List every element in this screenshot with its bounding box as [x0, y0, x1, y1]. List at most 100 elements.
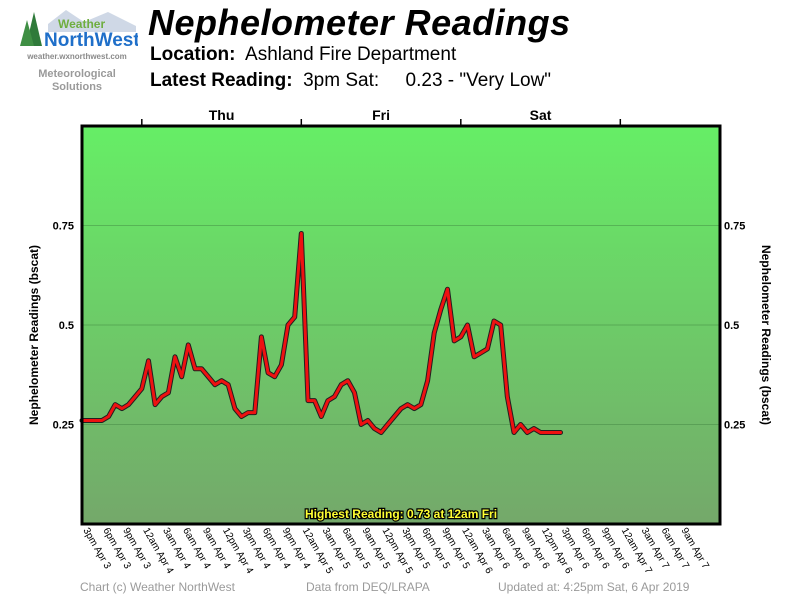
latest-reading-line: Latest Reading: 3pm Sat: 0.23 - "Very Lo… [150, 70, 551, 92]
data-point [326, 399, 330, 402]
data-point [94, 419, 97, 422]
data-point [373, 427, 376, 430]
data-point [140, 387, 143, 390]
data-point [532, 427, 536, 430]
data-point [519, 423, 522, 426]
data-point [227, 383, 230, 386]
data-point [512, 431, 516, 434]
latest-reading-time: 3pm Sat: [303, 70, 380, 91]
data-point [433, 331, 436, 335]
data-point [406, 403, 409, 406]
data-point [167, 391, 170, 394]
data-point [134, 395, 137, 398]
data-point [127, 403, 130, 406]
data-point [459, 335, 462, 339]
data-point [446, 288, 449, 291]
y-tick-label-right: 0.75 [724, 221, 745, 233]
y-axis-label-left: Nephelometer Readings (bscat) [27, 245, 41, 425]
data-point [273, 375, 276, 378]
logo-tagline-line-1: Meteorological [38, 68, 116, 80]
logo-text-top: Weather [58, 17, 105, 31]
data-point [260, 335, 263, 339]
highest-reading-annotation: Highest Reading: 0.73 at 12am Fri [305, 507, 497, 521]
data-point [499, 323, 502, 327]
data-point [353, 391, 356, 394]
data-point [220, 379, 223, 382]
mountain-icon [48, 10, 136, 32]
data-point [100, 419, 104, 422]
day-labels: Thu Fri Sat [141, 107, 622, 125]
day-label: Sat [530, 107, 552, 123]
location-value: Ashland Fire Department [245, 44, 457, 65]
latest-reading-value: 0.23 - "Very Low" [405, 70, 552, 91]
y-tick-label-right: 0.5 [724, 320, 739, 332]
data-point [386, 423, 389, 426]
data-point [320, 415, 323, 418]
gridlines [82, 225, 720, 425]
data-point [346, 379, 349, 382]
logo-text-main: NorthWest [44, 30, 138, 51]
data-point [359, 423, 363, 426]
logo-url: weather.wxnorthwest.com [27, 52, 127, 61]
y-tick-label-left: 0.5 [59, 320, 74, 332]
day-label: Fri [372, 107, 390, 123]
data-point [293, 315, 296, 319]
data-point [107, 415, 110, 418]
tree-icon-small [20, 20, 34, 46]
data-point [193, 367, 197, 370]
data-point [173, 355, 177, 358]
data-point [426, 379, 429, 382]
data-point [466, 323, 469, 327]
weather-northwest-logo: Weather NorthWest weather.wxnorthwest.co… [12, 4, 138, 96]
data-point [207, 375, 210, 378]
location-line: Location: Ashland Fire Department [150, 44, 456, 66]
day-label: Thu [209, 107, 235, 123]
y-tick-labels: 0.25 0.25 0.5 0.5 0.75 0.75 [53, 221, 746, 432]
data-point [213, 383, 217, 386]
latest-reading-label: Latest Reading: [150, 70, 293, 91]
footer-copyright: Chart (c) Weather NorthWest [80, 580, 235, 594]
data-point [120, 407, 124, 410]
footer-data-source: Data from DEQ/LRAPA [306, 580, 430, 594]
footer-updated: Updated at: 4:25pm Sat, 6 Apr 2019 [498, 580, 690, 594]
logo-tagline: Meteorological Solutions [12, 68, 142, 94]
data-point [546, 431, 549, 434]
data-point [366, 419, 369, 422]
data-point [240, 415, 243, 418]
data-point [266, 371, 270, 374]
data-point [153, 403, 157, 406]
location-label: Location: [150, 44, 236, 65]
data-point [187, 343, 190, 347]
data-point [306, 399, 310, 402]
data-point [453, 339, 456, 343]
data-point [253, 411, 256, 414]
data-point [313, 399, 316, 402]
data-point [472, 355, 476, 358]
data-point [340, 383, 343, 386]
data-point [479, 351, 482, 355]
data-point [379, 431, 383, 434]
data-point [399, 407, 403, 410]
data-point [559, 431, 562, 434]
y-tick-label-left: 0.25 [53, 420, 74, 432]
y-axis-label-right: Nephelometer Readings (bscat) [759, 245, 773, 425]
data-point [492, 319, 496, 323]
y-tick-label-right: 0.25 [724, 420, 745, 432]
data-point [506, 395, 509, 398]
plot-border [80, 124, 722, 526]
logo-mark: Weather NorthWest [20, 10, 138, 51]
data-point [180, 375, 183, 378]
data-point [286, 323, 290, 327]
data-point [246, 411, 250, 414]
data-point [160, 395, 163, 398]
data-point [333, 395, 336, 398]
data-point [280, 363, 283, 366]
data-point [413, 407, 416, 410]
data-point [539, 431, 542, 434]
data-point [200, 367, 203, 370]
logo-tagline-line-2: Solutions [51, 81, 103, 93]
data-point [439, 307, 443, 311]
data-point [147, 359, 150, 362]
